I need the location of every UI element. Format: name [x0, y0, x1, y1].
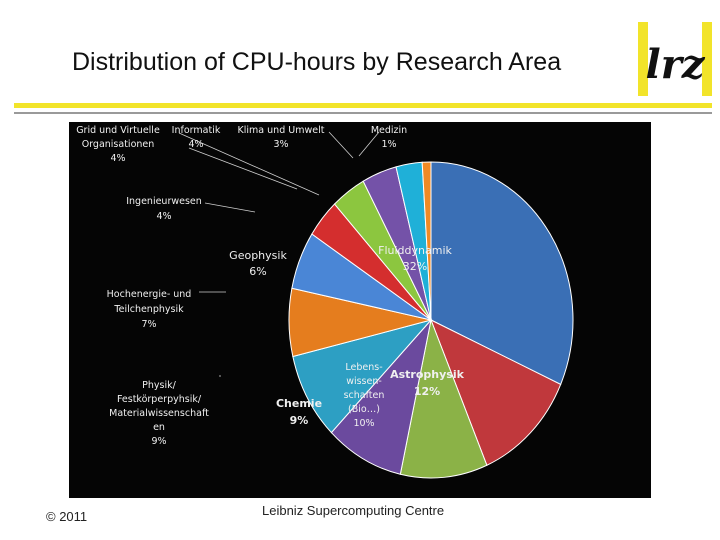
leader-line-10: [188, 147, 298, 190]
header-rule-yellow: [14, 103, 712, 108]
leader-line-9: [178, 132, 320, 196]
slice-label-1: Fluiddynamik 32%: [378, 244, 452, 273]
slice-label-4: Chemie 9%: [276, 397, 322, 427]
slide-title: Distribution of CPU-hours by Research Ar…: [72, 48, 562, 76]
slice-label-6: Hochenergie- und Teilchenphysik 7%: [107, 289, 192, 330]
pie-chart: Fluiddynamik 32% Astrophysik 12%Lebens-wiss…: [76, 125, 574, 479]
slice-label-8: Ingenieurwesen 4%: [126, 196, 202, 222]
slice-label-7: Geophysik 6%: [229, 249, 287, 278]
slice-label-3: Lebens-wissen-schaften (Bio…) 10%: [344, 362, 385, 429]
pie-slice-12: [421, 161, 432, 321]
slice-label-5: Physik/Festkörperpyhsik/Materialwissensc…: [109, 380, 209, 447]
slice-label-9: Grid und Virtuelle Organisationen 4%: [76, 125, 160, 164]
footer-copyright: © 2011: [46, 509, 88, 524]
leader-line-11: [328, 131, 354, 159]
pie-slice-3: [399, 318, 488, 479]
leader-line-8: [204, 202, 256, 213]
slice-label-11: Klima und Umwelt 3%: [238, 125, 325, 150]
pie-slice-5: [292, 319, 433, 434]
pie-chart-panel: Fluiddynamik 32% Astrophysik 12% Lebens-wiss…: [69, 122, 651, 498]
logo-text: lrz: [646, 41, 706, 88]
pie-slice-1: [430, 161, 574, 386]
slice-label-12: Medizin 1%: [371, 125, 407, 150]
lrz-logo: lrz: [638, 22, 712, 96]
pie-slice-2: [430, 318, 562, 466]
slice-label-2: Astrophysik 12%: [390, 368, 464, 398]
slice-label-10: Informatik 4%: [172, 125, 221, 150]
leader-line-12: [358, 131, 380, 157]
footer-organization: Leibniz Supercomputing Centre: [262, 503, 445, 518]
header-rule-grey: [14, 112, 712, 114]
pie-slice-4: [330, 318, 432, 475]
